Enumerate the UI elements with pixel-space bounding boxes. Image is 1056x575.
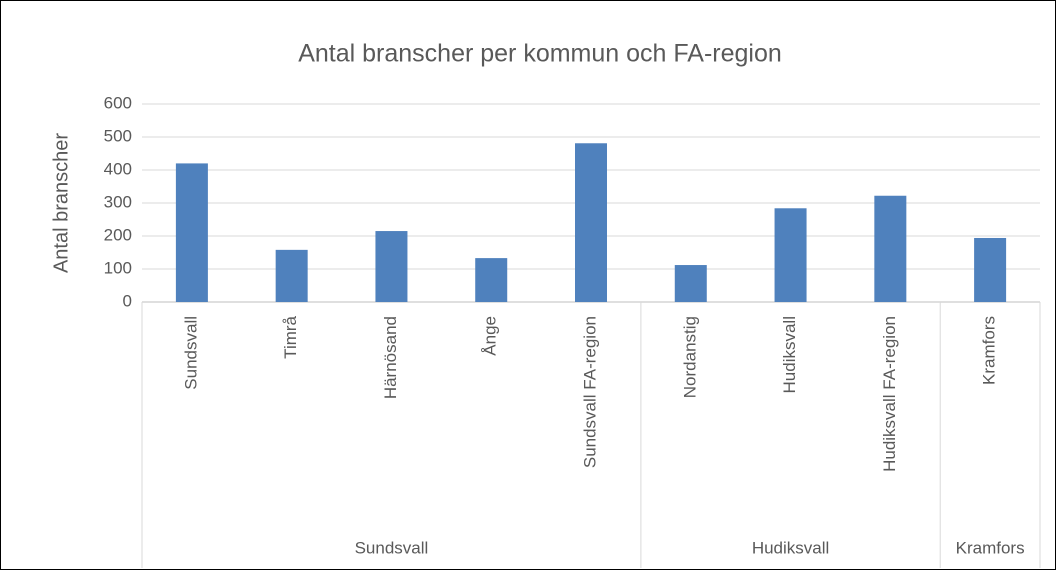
bar [175, 163, 208, 302]
bar [375, 231, 408, 302]
y-tick-label: 200 [104, 225, 132, 244]
bar [874, 195, 907, 302]
x-tick-label: Härnösand [381, 316, 400, 399]
bar [275, 249, 308, 302]
group-label: Sundsvall [355, 538, 429, 557]
group-label: Hudiksvall [752, 538, 829, 557]
bar [475, 258, 508, 302]
group-label: Kramfors [956, 538, 1025, 557]
bar [774, 208, 807, 302]
bar [674, 265, 707, 302]
y-tick-label: 600 [104, 93, 132, 112]
y-tick-label: 0 [123, 291, 132, 310]
x-tick-label: Sundsvall FA-region [580, 316, 599, 468]
x-tick-label: Hudiksvall FA-region [880, 316, 899, 472]
y-tick-label: 400 [104, 159, 132, 178]
x-tick-label: Kramfors [980, 316, 999, 385]
y-axis-label: Antal branscher [50, 133, 72, 273]
y-tick-label: 500 [104, 126, 132, 145]
bar [974, 237, 1007, 302]
chart-title: Antal branscher per kommun och FA-region [298, 40, 782, 68]
x-tick-label: Timrå [281, 315, 300, 358]
y-tick-label: 300 [104, 192, 132, 211]
x-tick-label: Hudiksvall [780, 316, 799, 393]
bar [575, 143, 607, 302]
x-tick-label: Nordanstig [680, 316, 699, 398]
y-tick-label: 100 [104, 258, 132, 277]
x-tick-label: Sundsvall [181, 316, 200, 390]
x-tick-label: Ånge [481, 316, 500, 356]
